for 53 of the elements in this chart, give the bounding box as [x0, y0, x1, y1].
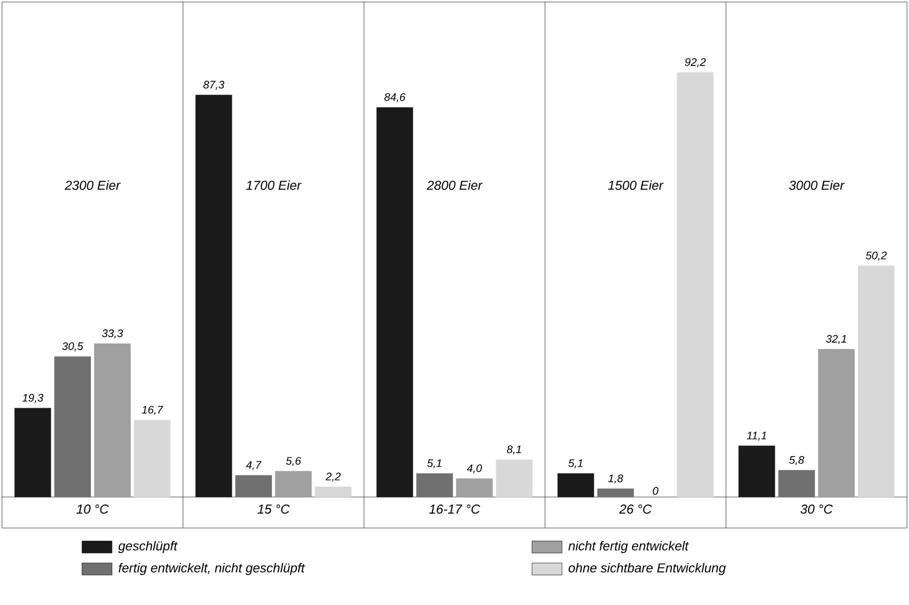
bar	[496, 460, 533, 498]
annotation: 1500 Eier	[608, 180, 664, 190]
data-label: 30,5	[62, 342, 84, 352]
annotation: 2800 Eier	[426, 180, 483, 190]
data-label: 4,0	[466, 464, 482, 474]
data-label: 92,2	[684, 58, 706, 68]
bar	[314, 486, 352, 498]
x-tick-label: 15 °C	[258, 504, 290, 514]
data-label: 50,2	[866, 252, 887, 261]
annotation: 2300 Eier	[64, 180, 121, 190]
legend-label: ohne sichtbare Entwicklung	[568, 562, 726, 576]
data-label: 5,8	[789, 456, 804, 466]
bar	[676, 72, 714, 498]
data-label: 5,6	[286, 456, 302, 466]
bar	[376, 107, 414, 498]
bar	[738, 446, 776, 498]
data-label: 8,1	[506, 445, 521, 455]
annotation: 3000 Eier	[789, 180, 845, 190]
bar	[235, 475, 272, 498]
annotation: 1700 Eier	[246, 180, 302, 190]
data-label: 33,3	[102, 329, 123, 338]
data-label: 2,2	[326, 472, 341, 482]
bar	[14, 408, 52, 498]
data-label: 19,3	[22, 394, 44, 403]
legend-label: fertig entwickelt, nicht geschlüpft	[118, 562, 306, 576]
data-label: 32,1	[826, 334, 846, 344]
bar	[134, 420, 171, 498]
x-tick-label: 30 °C	[800, 504, 833, 514]
bar	[858, 266, 895, 498]
bar	[94, 343, 131, 498]
bar	[557, 473, 594, 498]
data-label: 4,7	[246, 461, 262, 470]
data-label: 16,7	[142, 406, 164, 415]
data-label: 5,1	[568, 459, 582, 468]
bar	[456, 478, 493, 498]
bar	[818, 348, 855, 498]
legend-label: nicht fertig entwickelt	[568, 540, 689, 554]
bar	[54, 356, 91, 498]
bar	[778, 470, 815, 498]
data-label: 87,3	[203, 80, 224, 90]
x-tick-label: 26 °C	[619, 504, 652, 514]
bar	[597, 488, 634, 498]
legend-label: geschlüpft	[118, 540, 178, 554]
data-label: 5,1	[427, 459, 442, 468]
x-tick-label: 16-17 °C	[429, 504, 480, 514]
x-tick-label: 10 °C	[76, 504, 109, 514]
data-label: 11,1	[746, 432, 766, 441]
data-label: 1,8	[608, 474, 624, 484]
bar	[275, 471, 312, 498]
bar	[195, 94, 232, 498]
bar	[416, 473, 453, 498]
data-label: 84,6	[384, 93, 406, 102]
data-label: 0	[652, 487, 658, 495]
